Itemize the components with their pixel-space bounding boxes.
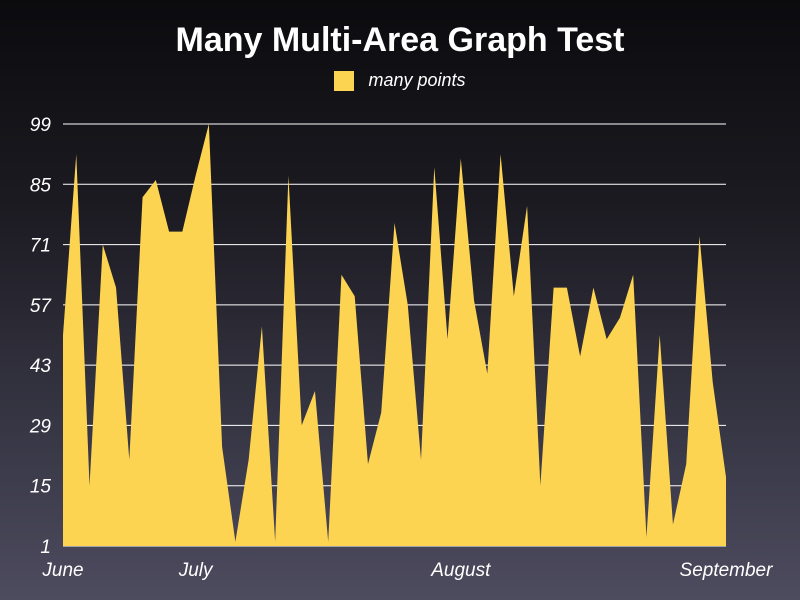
x-tick-label: September [680,560,774,581]
y-tick-label: 99 [30,115,52,136]
legend-swatch [334,70,355,91]
y-tick-label: 85 [30,175,52,196]
y-tick-label: 15 [30,477,52,498]
y-tick-label: 1 [40,537,51,558]
x-tick-label: June [41,560,83,581]
x-axis-ticks: June July August September [41,560,773,581]
legend-label: many points [368,70,466,90]
chart-title: Many Multi-Area Graph Test [175,21,625,59]
y-tick-label: 29 [29,416,52,437]
y-axis-ticks: 1 15 29 43 57 71 85 99 [29,115,53,558]
legend: many points [0,70,800,91]
area-many-points [63,124,726,546]
x-tick-label: August [430,560,491,581]
y-tick-label: 43 [30,356,52,377]
area-series [62,123,727,546]
x-tick-label: July [178,560,214,581]
y-tick-label: 57 [30,296,53,317]
y-tick-label: 71 [30,236,51,257]
